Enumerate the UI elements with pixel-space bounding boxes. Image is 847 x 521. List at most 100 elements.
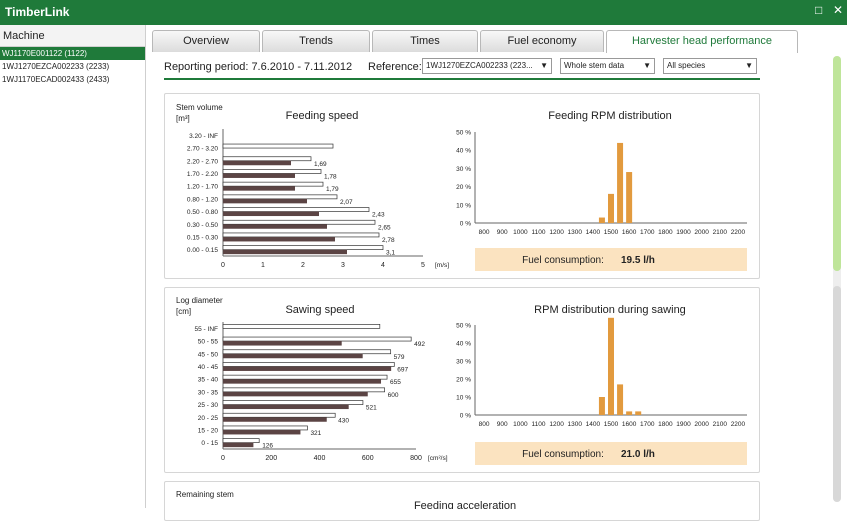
data-label: 2,78 <box>382 237 395 244</box>
reference-bar <box>222 323 381 329</box>
value-bar <box>223 211 319 217</box>
tab-times[interactable]: Times <box>372 30 478 52</box>
feeding-speed-title: Feeding speed <box>286 110 359 122</box>
x-tick-label: 1100 <box>531 421 545 428</box>
reference-bar <box>222 336 412 342</box>
reference-bar <box>222 400 364 405</box>
value-bar <box>223 353 363 359</box>
y-tick-label: 2.70 - 3.20 <box>187 146 218 153</box>
x-tick-label: 900 <box>497 229 508 236</box>
y-tick-label: 0 - 15 <box>201 440 218 447</box>
x-tick-label: 2200 <box>731 421 746 428</box>
feeding-rpm-chart: 0 % 10 % 20 % 30 % 40 % 50 % 800 900 1000 1100 120… <box>456 130 747 236</box>
title-bar: TimberLink □ ✕ <box>0 0 847 25</box>
data-label: 2,43 <box>372 212 385 219</box>
x-tick-label: 1700 <box>640 421 655 428</box>
y-tick-label: 50 % <box>456 130 471 137</box>
y-tick-label: 30 % <box>456 359 471 366</box>
x-tick-label: 1 <box>261 262 265 269</box>
data-label: 430 <box>338 417 349 424</box>
sawing-speed-title: Sawing speed <box>285 304 354 316</box>
y-tick-label: 0 % <box>460 413 471 420</box>
x-tick-label: 2000 <box>694 421 709 428</box>
x-tick-label: 1500 <box>604 229 619 236</box>
sawing-rpm-title: RPM distribution during sawing <box>534 304 686 316</box>
value-bar <box>223 341 342 346</box>
y-tick-label: 20 % <box>456 377 471 384</box>
value-bar <box>223 186 295 191</box>
data-label: 2,07 <box>340 199 353 206</box>
x-tick-label: 2 <box>301 262 305 269</box>
reference-bar <box>222 362 395 367</box>
machine-item[interactable]: 1WJ1170ECAD002433 (2433) <box>2 75 110 84</box>
reference-bar <box>222 169 322 174</box>
remaining-stem-svg: Remaining stem Feeding acceleration <box>176 490 516 512</box>
tab-overview[interactable]: Overview <box>152 30 260 52</box>
value-bar <box>223 404 349 410</box>
x-tick-label: 1500 <box>604 421 619 428</box>
value-bar <box>223 224 327 229</box>
x-tick-label: 800 <box>410 455 422 462</box>
reference-value: 1WJ1270EZCA002233 (223... <box>426 61 533 70</box>
tab-harvester-head-performance[interactable]: Harvester head performance <box>606 30 798 53</box>
value-bar <box>223 366 392 371</box>
stem-data-select[interactable]: Whole stem data ▼ <box>560 58 655 74</box>
scrollbar-thumb[interactable] <box>833 56 841 271</box>
machine-item[interactable]: WJ1170E001122 (1122) <box>0 47 145 60</box>
y-tick-label: 40 - 45 <box>198 364 219 371</box>
x-axis-unit: [m/s] <box>435 262 449 269</box>
reference-bar <box>222 425 308 431</box>
data-label: 1,79 <box>326 186 339 193</box>
x-tick-label: 1200 <box>549 421 564 428</box>
y-tick-label: 30 - 35 <box>198 389 219 396</box>
value-bar <box>223 160 291 166</box>
data-label: 126 <box>262 443 273 450</box>
machine-item[interactable]: 1WJ1270EZCA002233 (2233) <box>2 62 110 71</box>
tab-fuel-economy[interactable]: Fuel economy <box>480 30 604 52</box>
rpm-bar <box>598 397 605 415</box>
x-tick-label: 400 <box>314 455 326 462</box>
machine-header: Machine <box>0 25 145 47</box>
y-tick-label: 20 - 25 <box>198 415 219 422</box>
y-tick-label: 30 % <box>456 166 471 173</box>
value-bar <box>223 429 301 435</box>
vertical-scrollbar[interactable] <box>833 56 841 502</box>
species-select[interactable]: All species ▼ <box>663 58 757 74</box>
x-tick-label: 1100 <box>531 229 545 236</box>
tab-trends[interactable]: Trends <box>262 30 370 52</box>
y-tick-label: 0 % <box>460 221 471 228</box>
close-icon[interactable]: ✕ <box>833 3 844 17</box>
reference-select[interactable]: 1WJ1270EZCA002233 (223... ▼ <box>422 58 552 74</box>
x-tick-label: 1600 <box>622 421 637 428</box>
stem-data-value: Whole stem data <box>564 61 625 70</box>
data-label: 1,78 <box>324 173 337 180</box>
x-tick-label: 4 <box>381 262 385 269</box>
x-tick-label: 1800 <box>658 229 673 236</box>
x-tick-label: 800 <box>479 229 490 236</box>
reference-bar <box>222 245 384 250</box>
y-tick-label: 0.15 - 0.30 <box>187 234 218 241</box>
data-label: 655 <box>390 379 401 386</box>
fuel-consumption-box <box>475 442 747 465</box>
reference-bar <box>222 374 388 380</box>
x-tick-label: 2200 <box>731 229 746 236</box>
x-axis-unit: [cm²/s] <box>428 455 448 462</box>
value-bar <box>223 249 347 255</box>
maximize-icon[interactable]: □ <box>815 3 823 17</box>
scrollbar-track[interactable] <box>833 286 841 502</box>
fuel-consumption-value: 19.5 l/h <box>621 255 655 266</box>
x-tick-label: 1200 <box>549 229 564 236</box>
y-tick-label: 15 - 20 <box>198 427 219 434</box>
rpm-bar <box>608 317 614 415</box>
sawing-charts-svg: Log diameter [cm] Sawing speed 55 - INF5… <box>176 296 747 465</box>
sawing-rpm-chart: 0 % 10 % 20 % 30 % 40 % 50 % 800 900 1000 1100 120… <box>456 317 747 428</box>
value-bar <box>223 442 254 448</box>
x-tick-label: 200 <box>265 455 277 462</box>
machine-sidebar: Machine WJ1170E001122 (1122) 1WJ1270EZCA… <box>0 25 146 508</box>
reference-bar <box>222 219 376 225</box>
x-tick-label: 1000 <box>513 421 528 428</box>
y-tick-label: 10 % <box>456 395 471 402</box>
value-bar <box>223 173 295 178</box>
remaining-stem-label: Remaining stem <box>176 490 234 499</box>
y-tick-label: 10 % <box>456 202 471 209</box>
